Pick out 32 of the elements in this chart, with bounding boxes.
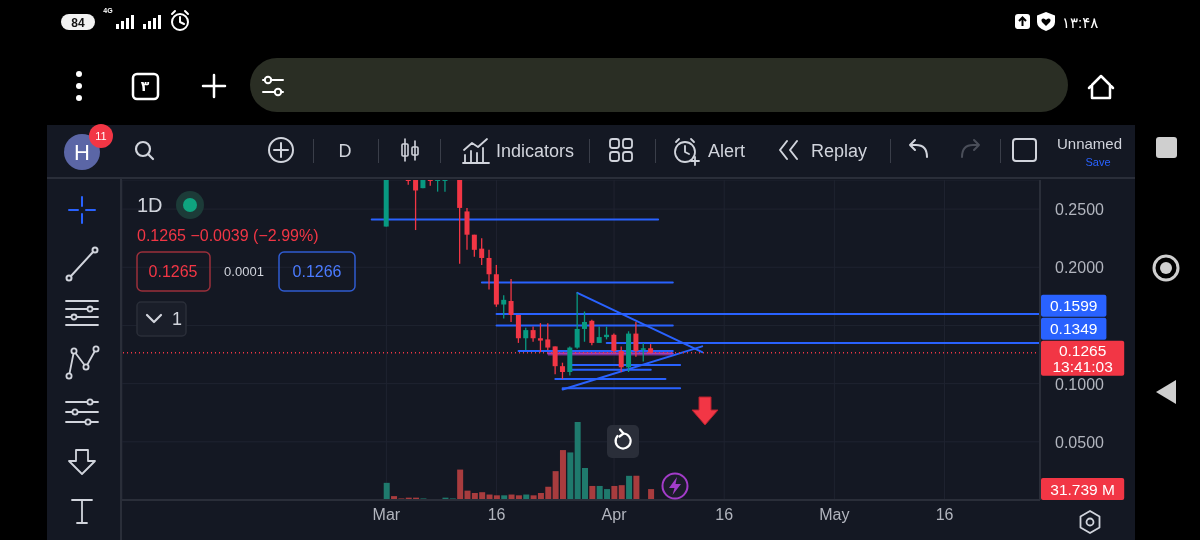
text: 13:41:03	[1052, 357, 1113, 375]
x-tick-label: 16	[935, 506, 954, 523]
x-tick-label: 16	[487, 506, 506, 523]
text: Unnamed	[1057, 135, 1123, 152]
text: Alert	[708, 141, 746, 161]
text: D	[338, 141, 352, 161]
text: 0.1265 −0.0039 (−2.99%)	[137, 227, 319, 244]
y-tick-label: 0.2500	[1055, 201, 1105, 219]
data-label: 0.1349	[1049, 320, 1098, 338]
x-tick-label: 16	[715, 506, 734, 523]
text: 84	[71, 16, 85, 30]
y-tick-label: 0.0500	[1055, 433, 1105, 451]
text: ۳	[140, 78, 150, 94]
ref-line-label: 0.1265	[1058, 341, 1107, 359]
data-label: 0.1599	[1049, 297, 1098, 315]
text: Indicators	[496, 141, 575, 161]
annotation: 0.1265	[148, 263, 198, 280]
y-tick-label: 0.2000	[1055, 259, 1105, 277]
text: 11	[95, 130, 107, 142]
x-tick-label: Mar	[372, 506, 401, 523]
x-tick-label: Apr	[601, 506, 628, 523]
annotation: 0.0001	[224, 264, 264, 279]
text: ۱۳:۴۸	[1062, 14, 1099, 31]
annotation: 1	[171, 309, 183, 329]
annotation: 0.1266	[292, 263, 342, 280]
text: H	[74, 140, 90, 165]
x-tick-label: May	[819, 506, 850, 523]
text: 31.739 M	[1050, 480, 1115, 498]
text: 1D	[137, 194, 163, 216]
text: Save	[1085, 156, 1111, 168]
text: Replay	[811, 141, 868, 161]
y-tick-label: 0.1000	[1055, 375, 1105, 393]
